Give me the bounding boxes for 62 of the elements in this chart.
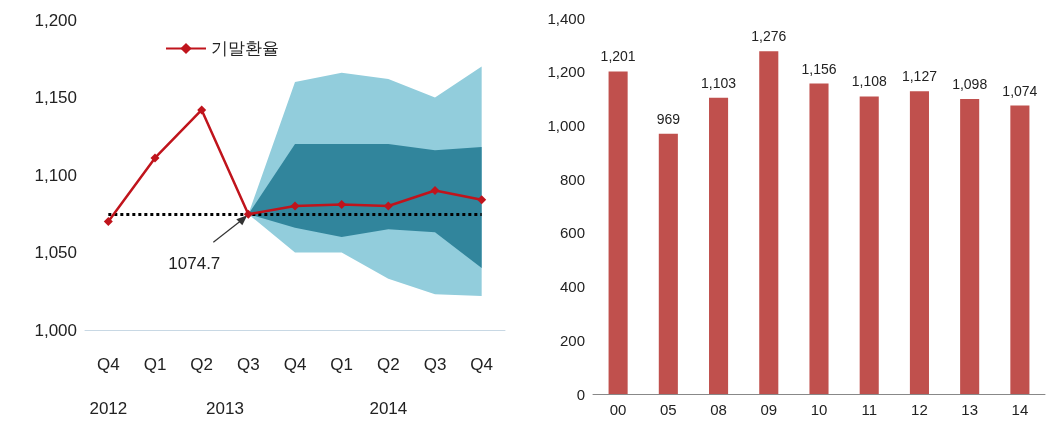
bar (1010, 105, 1030, 394)
bar (759, 51, 779, 394)
text: 2012 (89, 398, 128, 418)
bar (960, 99, 980, 394)
x-tick-label: 08 (710, 401, 727, 418)
y-tick-label: 1,200 (34, 10, 77, 30)
y-tick-label: 400 (559, 278, 585, 296)
y-tick-label: 0 (576, 385, 585, 403)
x-tick-label: 00 (609, 401, 627, 418)
y-tick-label: 200 (559, 331, 585, 349)
bar (608, 71, 628, 394)
y-tick-label: 800 (559, 170, 585, 188)
y-tick-label: 1,000 (547, 116, 585, 134)
x-tick-label: Q1 (330, 355, 354, 374)
point (243, 209, 253, 219)
data-label: 1,074 (1002, 82, 1038, 99)
point (103, 217, 113, 226)
y-tick-label: 1,200 (547, 63, 585, 81)
data-label: 1,103 (701, 74, 737, 91)
data-label: 1,108 (851, 73, 887, 90)
data-label: 1,127 (901, 68, 938, 85)
data-label: 1,201 (600, 48, 636, 65)
bar (809, 83, 829, 394)
x-tick-label: Q3 (236, 355, 260, 374)
x-tick-label: 09 (760, 401, 778, 418)
y-tick-label: 1,050 (34, 243, 77, 262)
x-tick-label: 14 (1011, 401, 1029, 418)
point (337, 199, 347, 209)
x-tick-label: Q2 (376, 355, 400, 374)
text: 2013 (206, 398, 244, 418)
y-tick-label: 1,100 (34, 165, 77, 185)
legend-label: 기말환율 (211, 39, 279, 58)
x-tick-label: Q1 (143, 355, 167, 374)
x-tick-label: 13 (961, 401, 979, 418)
annotation: 1074.7 (168, 253, 221, 273)
point (197, 105, 207, 115)
bar (709, 97, 729, 394)
bar (859, 96, 879, 394)
y-tick-label: 1,150 (34, 88, 77, 107)
point (477, 195, 487, 205)
x-tick-label: Q4 (96, 355, 120, 374)
y-tick-label: 1,400 (547, 9, 585, 27)
bar (909, 91, 929, 394)
point (430, 186, 440, 195)
x-tick-label: 10 (810, 401, 828, 418)
bar (658, 133, 678, 394)
y-tick-label: 600 (559, 224, 585, 242)
data-label: 1,098 (952, 76, 988, 93)
x-tick-label: Q3 (423, 355, 447, 374)
x-tick-label: Q4 (283, 355, 307, 374)
data-label: 1,156 (801, 60, 837, 77)
point (290, 201, 300, 211)
x-tick-label: Q4 (470, 355, 494, 374)
text: 2014 (369, 398, 408, 418)
x-tick-label: 12 (911, 401, 928, 418)
y-tick-label: 1,000 (34, 320, 77, 340)
data-label: 969 (656, 110, 681, 127)
point (150, 153, 160, 163)
data-label: 1,276 (751, 28, 787, 45)
x-tick-label: 05 (659, 401, 677, 418)
x-tick-label: Q2 (190, 355, 214, 374)
x-tick-label: 11 (861, 401, 878, 418)
